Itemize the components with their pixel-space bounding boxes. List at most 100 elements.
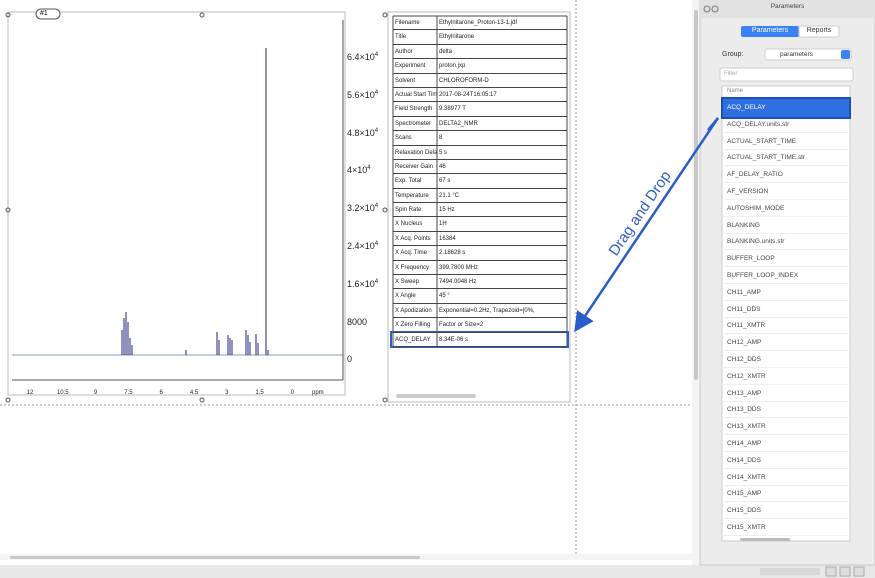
tick-base: 4.8×10 xyxy=(347,127,375,138)
list-item[interactable]: BUFFER_LOOP_INDEX xyxy=(722,268,850,284)
list-item[interactable]: CH11_DDS xyxy=(722,302,850,318)
list-item[interactable]: CH15_AMP xyxy=(722,486,850,503)
filter-placeholder[interactable]: Filter xyxy=(724,71,738,77)
table-key: Scans xyxy=(393,131,437,146)
zoom-slider[interactable] xyxy=(760,568,820,575)
y-tick-label: 3.2×104 xyxy=(347,203,378,213)
table-value: delta xyxy=(437,45,567,60)
table-key: Field Strength xyxy=(393,102,437,117)
table-value: 7494.0048 Hz xyxy=(437,275,567,290)
table-key: Exp. Total xyxy=(393,174,437,189)
list-item[interactable]: CH11_AMP xyxy=(722,285,850,301)
list-item[interactable]: CH12_DDS xyxy=(722,352,850,368)
handle[interactable] xyxy=(5,207,11,213)
tab-label[interactable]: Parameters xyxy=(751,27,789,34)
handle[interactable] xyxy=(382,207,388,213)
x-tick-label: 12 xyxy=(26,390,34,396)
table-key: X Nucleus xyxy=(393,217,437,232)
panel-title: Parameters xyxy=(770,3,805,10)
list-item[interactable]: ACTUAL_START_TIME.str xyxy=(722,150,850,167)
tab[interactable] xyxy=(798,25,840,38)
filter-input[interactable] xyxy=(719,67,854,82)
table-value: 45 ° xyxy=(437,289,567,304)
table-value: CHLOROFORM-D xyxy=(437,74,567,88)
table-key: ACQ_DELAY xyxy=(393,333,437,347)
list-item[interactable]: ACTUAL_START_TIME xyxy=(722,134,850,150)
y-tick-label: 4.8×104 xyxy=(347,128,378,138)
list-item[interactable]: CH14_XMTR xyxy=(722,470,850,486)
tick-base: 5.6×10 xyxy=(347,89,375,100)
tick-base: 0 xyxy=(347,354,353,365)
table-value: 9.38977 T xyxy=(437,102,567,117)
handle[interactable] xyxy=(382,12,388,18)
x-tick-label: 4.5 xyxy=(189,390,199,396)
list-item[interactable]: CH15_DDS xyxy=(722,503,850,520)
spectrum-tag: #1 xyxy=(40,10,48,17)
scrollbar[interactable] xyxy=(396,394,476,398)
list-item[interactable]: CH15_XMTR xyxy=(722,520,850,536)
icon-button[interactable] xyxy=(853,566,865,577)
window-button[interactable] xyxy=(711,5,719,13)
drag-arrow xyxy=(707,117,719,131)
tick-base: 2.4×10 xyxy=(347,241,375,251)
tick-base: 8000 xyxy=(347,316,368,327)
icon-button[interactable] xyxy=(839,566,851,577)
list-item[interactable]: CH13_AMP xyxy=(722,386,850,402)
tab-selected[interactable] xyxy=(741,26,799,37)
handle[interactable] xyxy=(5,12,11,18)
scrollbar[interactable] xyxy=(10,556,420,559)
tick-exponent: 4 xyxy=(367,165,371,172)
table-value: 8.34E-06 s xyxy=(437,333,567,347)
list-item[interactable]: CH12_XMTR xyxy=(722,369,850,385)
x-tick-label: 7.5 xyxy=(124,390,133,396)
tag-box[interactable] xyxy=(35,8,61,20)
list-item[interactable]: CH13_XMTR xyxy=(722,419,850,436)
tick-exponent: 4 xyxy=(374,278,379,285)
list-item[interactable]: CH14_AMP xyxy=(722,436,850,452)
list-item[interactable]: ACQ_DELAY.units.str xyxy=(722,117,850,133)
handle[interactable] xyxy=(199,397,205,403)
status-bar xyxy=(0,565,875,578)
handle[interactable] xyxy=(382,397,388,403)
table-key: X Zero Filling xyxy=(393,318,437,333)
table-key: Experiment xyxy=(393,59,437,74)
group-value[interactable]: parameters xyxy=(780,51,813,58)
table-value: 21.1 °C xyxy=(437,189,567,204)
list-item[interactable]: CH12_AMP xyxy=(722,335,850,352)
table-value: Ethylnitarone xyxy=(437,30,567,45)
table-key: Receiver Gain xyxy=(393,160,437,175)
list-item[interactable]: BLANKING xyxy=(722,218,850,234)
list-item[interactable]: ACQ_DELAY xyxy=(727,104,766,111)
x-tick-label: 9 xyxy=(93,390,98,396)
handle[interactable] xyxy=(5,397,11,403)
list-item[interactable]: CH14_DDS xyxy=(722,453,850,469)
drag-arrow xyxy=(574,117,720,333)
dropdown-arrow[interactable] xyxy=(841,50,850,59)
list-item[interactable]: AF_DELAY_RATIO xyxy=(722,167,850,184)
handle[interactable] xyxy=(199,12,205,18)
list-item[interactable]: AUTOSHIM_MODE xyxy=(722,201,850,217)
list-item[interactable]: BUFFER_LOOP xyxy=(722,251,850,268)
scrollbar[interactable] xyxy=(740,538,790,541)
table-value: 15 Hz xyxy=(437,203,567,218)
column-header: Name xyxy=(727,88,744,94)
scrollbar[interactable] xyxy=(694,10,698,380)
table-key: Filename xyxy=(393,16,437,31)
x-tick-label: 3 xyxy=(225,390,229,396)
list-item[interactable]: CH13_DDS xyxy=(722,402,850,419)
tab-label[interactable]: Reports xyxy=(806,27,832,34)
window-button[interactable] xyxy=(703,5,711,13)
tick-exponent: 4 xyxy=(374,203,379,210)
table-value: 67 s xyxy=(437,174,567,189)
icon-button[interactable] xyxy=(825,566,837,577)
table-key: Solvent xyxy=(393,74,437,88)
selected-row[interactable] xyxy=(722,98,850,118)
list-item[interactable]: BLANKING.units.str xyxy=(722,234,850,251)
list-item[interactable]: AF_VERSION xyxy=(722,184,850,200)
y-tick-label: 1.6×104 xyxy=(347,279,378,289)
list-item[interactable]: CH11_XMTR xyxy=(722,318,850,335)
dropdown[interactable] xyxy=(764,48,852,61)
y-tick-label: 5.6×104 xyxy=(347,90,378,100)
